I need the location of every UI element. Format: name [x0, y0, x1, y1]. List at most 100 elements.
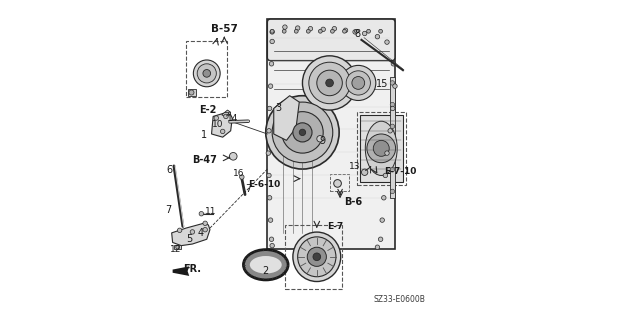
- Text: B-6: B-6: [344, 197, 362, 207]
- Circle shape: [296, 26, 300, 30]
- Circle shape: [375, 34, 380, 39]
- Circle shape: [385, 151, 389, 155]
- Bar: [174, 245, 181, 249]
- Text: E-6-10: E-6-10: [248, 180, 280, 189]
- Polygon shape: [173, 266, 189, 276]
- Circle shape: [266, 96, 339, 169]
- Circle shape: [367, 29, 371, 33]
- Circle shape: [343, 28, 348, 33]
- Circle shape: [239, 175, 244, 179]
- Text: B-57: B-57: [211, 24, 237, 34]
- Circle shape: [321, 27, 325, 32]
- Text: 5: 5: [186, 234, 193, 244]
- Ellipse shape: [243, 249, 288, 280]
- Circle shape: [352, 77, 365, 89]
- Circle shape: [270, 30, 275, 34]
- Text: SZ33-E0600B: SZ33-E0600B: [373, 295, 425, 304]
- Polygon shape: [274, 96, 300, 140]
- Polygon shape: [172, 223, 210, 246]
- Circle shape: [270, 243, 275, 248]
- Circle shape: [390, 106, 395, 111]
- Circle shape: [307, 247, 326, 266]
- Circle shape: [177, 228, 182, 233]
- Text: 11: 11: [205, 207, 217, 216]
- Circle shape: [307, 29, 310, 33]
- Circle shape: [270, 29, 274, 33]
- Bar: [285, 225, 342, 289]
- Circle shape: [390, 81, 395, 85]
- Bar: [330, 174, 349, 191]
- Circle shape: [390, 102, 395, 107]
- Circle shape: [267, 173, 271, 178]
- Circle shape: [362, 31, 367, 36]
- Circle shape: [203, 221, 207, 226]
- Circle shape: [269, 237, 274, 241]
- Circle shape: [176, 245, 180, 249]
- Circle shape: [300, 129, 306, 136]
- Circle shape: [268, 106, 272, 111]
- FancyBboxPatch shape: [268, 19, 395, 61]
- Text: E-2: E-2: [200, 105, 217, 115]
- Circle shape: [190, 230, 195, 234]
- Circle shape: [309, 62, 350, 104]
- Circle shape: [333, 180, 341, 187]
- Text: 3: 3: [275, 103, 281, 114]
- Circle shape: [189, 90, 194, 95]
- Circle shape: [388, 129, 392, 133]
- Circle shape: [282, 112, 323, 153]
- Circle shape: [203, 70, 211, 77]
- Text: 2: 2: [262, 266, 269, 276]
- Circle shape: [346, 71, 371, 95]
- Ellipse shape: [293, 232, 340, 281]
- Ellipse shape: [250, 256, 282, 273]
- Polygon shape: [221, 110, 230, 117]
- Text: 10: 10: [212, 120, 223, 129]
- Circle shape: [355, 29, 358, 33]
- Circle shape: [381, 196, 386, 200]
- Text: 1: 1: [200, 130, 207, 140]
- Circle shape: [199, 211, 204, 216]
- Circle shape: [367, 134, 396, 163]
- Ellipse shape: [298, 237, 336, 277]
- Circle shape: [283, 25, 287, 29]
- Circle shape: [373, 140, 389, 156]
- Text: B-47: B-47: [192, 155, 217, 165]
- Circle shape: [379, 29, 383, 33]
- Text: 8: 8: [355, 29, 361, 40]
- Bar: [390, 77, 396, 198]
- Text: 12: 12: [170, 245, 182, 254]
- Circle shape: [375, 245, 380, 249]
- Circle shape: [268, 84, 273, 88]
- Circle shape: [293, 123, 312, 142]
- Text: E-7: E-7: [327, 222, 343, 231]
- Circle shape: [294, 29, 298, 33]
- Circle shape: [380, 218, 385, 222]
- Circle shape: [319, 29, 323, 33]
- Text: 14: 14: [227, 114, 238, 123]
- Circle shape: [220, 129, 225, 134]
- Circle shape: [342, 29, 346, 33]
- Circle shape: [390, 189, 395, 194]
- Circle shape: [391, 62, 396, 66]
- Bar: [360, 115, 403, 182]
- Circle shape: [378, 237, 383, 241]
- Circle shape: [383, 173, 388, 178]
- Text: 7: 7: [165, 205, 172, 215]
- Text: 7: 7: [245, 184, 252, 194]
- Text: 13: 13: [349, 162, 360, 171]
- Circle shape: [317, 136, 323, 142]
- Circle shape: [270, 39, 275, 44]
- Text: 16: 16: [233, 169, 244, 178]
- Circle shape: [317, 70, 342, 96]
- Circle shape: [393, 84, 397, 88]
- Circle shape: [308, 26, 313, 31]
- Text: 6: 6: [166, 165, 173, 175]
- Bar: [268, 19, 395, 249]
- Circle shape: [362, 169, 368, 175]
- Circle shape: [385, 40, 389, 44]
- Circle shape: [269, 62, 274, 66]
- Circle shape: [268, 196, 272, 200]
- Bar: [186, 41, 227, 97]
- Circle shape: [214, 116, 218, 120]
- Polygon shape: [212, 112, 232, 137]
